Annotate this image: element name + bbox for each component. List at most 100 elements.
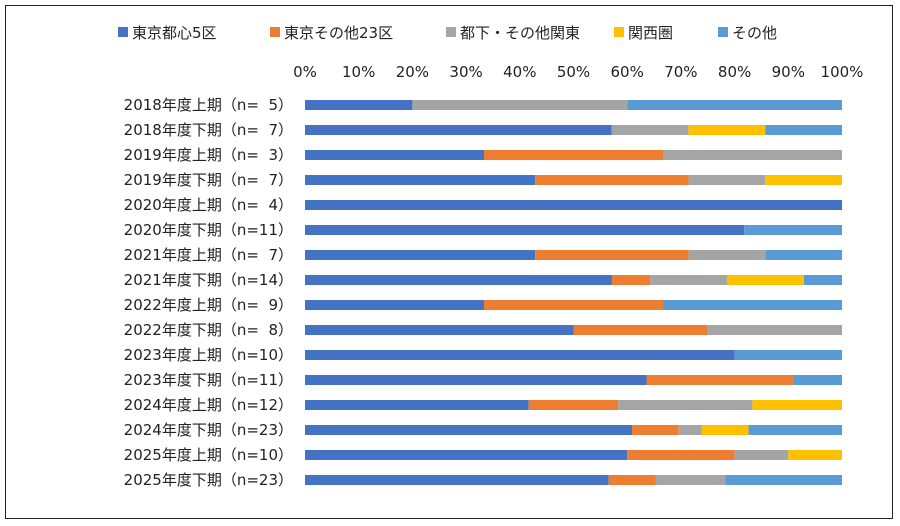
bar-segment	[688, 125, 766, 135]
bar-segment	[793, 375, 842, 385]
bar-segment	[788, 450, 842, 460]
bar-segment	[305, 325, 574, 335]
bar-segment	[748, 425, 842, 435]
bar-segment	[726, 275, 804, 285]
bar-segment	[305, 225, 745, 235]
bar-segment	[535, 175, 689, 185]
bar-segment	[305, 175, 536, 185]
x-tick-label: 90%	[772, 63, 805, 81]
x-axis-ticks: 0% 10% 20% 30% 40% 50% 60% 70% 80% 90% 100%	[293, 63, 863, 81]
bar-segment	[412, 100, 628, 110]
x-tick-label: 10%	[342, 63, 375, 81]
bar-segment	[305, 200, 842, 210]
bar-segment	[484, 300, 663, 310]
bar-segment	[611, 125, 689, 135]
bar-segment	[305, 425, 633, 435]
legend-swatch	[118, 27, 128, 37]
bar-segment	[627, 450, 735, 460]
legend-label: 東京都心5区	[132, 24, 217, 42]
x-tick-label: 20%	[396, 63, 429, 81]
category-label: 2024年度上期（n=12）	[124, 396, 293, 414]
category-label: 2019年度上期（n= 3）	[124, 146, 293, 164]
x-tick-label: 40%	[503, 63, 536, 81]
x-tick-label: 0%	[293, 63, 317, 81]
bar-segment	[305, 450, 628, 460]
legend-swatch	[446, 27, 456, 37]
bar-segment	[484, 150, 663, 160]
legend-item: 関西圏	[614, 24, 673, 42]
legend-swatch	[270, 27, 280, 37]
bar-segment	[305, 275, 612, 285]
bar-segment	[618, 400, 753, 410]
legend-item: 東京その他23区	[270, 24, 393, 42]
legend-label: 東京その他23区	[284, 24, 393, 42]
bar-segment	[678, 425, 702, 435]
legend-label: その他	[732, 24, 777, 42]
bar-segment	[752, 400, 842, 410]
bar-segment	[305, 125, 612, 135]
bar-segment	[305, 475, 609, 485]
bar-segment	[765, 175, 842, 185]
bar-segment	[632, 425, 679, 435]
bar-segment	[765, 125, 842, 135]
bar-segment	[305, 300, 484, 310]
bar-segment	[528, 400, 619, 410]
bar-segment	[305, 250, 536, 260]
bar-segment	[305, 400, 529, 410]
bar-segment	[701, 425, 749, 435]
bar-segment	[663, 150, 842, 160]
legend-label: 都下・その他関東	[460, 24, 580, 42]
category-label: 2018年度下期（n= 7）	[124, 121, 293, 139]
category-label: 2021年度下期（n=14）	[124, 271, 293, 289]
bar-segment	[744, 225, 842, 235]
x-tick-label: 70%	[664, 63, 697, 81]
bar-segment	[646, 375, 794, 385]
legend-item: 東京都心5区	[118, 24, 217, 42]
bar-segment	[734, 350, 842, 360]
legend: 東京都心5区 東京その他23区 都下・その他関東 関西圏 その他	[118, 24, 777, 42]
bar-segment	[707, 325, 842, 335]
bars	[305, 100, 842, 485]
bar-segment	[305, 150, 484, 160]
category-label: 2020年度上期（n= 4）	[124, 196, 293, 214]
bar-segment	[655, 475, 726, 485]
x-tick-label: 30%	[449, 63, 482, 81]
legend-item: 都下・その他関東	[446, 24, 580, 42]
bar-segment	[765, 250, 842, 260]
category-label: 2025年度下期（n=23）	[124, 471, 293, 489]
category-label: 2025年度上期（n=10）	[124, 446, 293, 464]
x-tick-label: 80%	[718, 63, 751, 81]
x-tick-label: 60%	[611, 63, 644, 81]
x-tick-label: 50%	[557, 63, 590, 81]
category-label: 2023年度下期（n=11）	[124, 371, 293, 389]
bar-segment	[573, 325, 708, 335]
bar-segment	[688, 175, 766, 185]
bar-segment	[535, 250, 689, 260]
bar-segment	[611, 275, 651, 285]
category-labels: 2018年度上期（n= 5） 2018年度下期（n= 7） 2019年度上期（n= …	[124, 96, 293, 489]
category-label: 2019年度下期（n= 7）	[124, 171, 293, 189]
bar-segment	[663, 300, 842, 310]
category-label: 2020年度下期（n=11）	[124, 221, 293, 239]
bar-segment	[688, 250, 766, 260]
category-label: 2022年度下期（n= 8）	[124, 321, 293, 339]
category-label: 2024年度下期（n=23）	[124, 421, 293, 439]
legend-swatch	[718, 27, 728, 37]
bar-segment	[608, 475, 656, 485]
legend-swatch	[614, 27, 624, 37]
bar-segment	[305, 375, 647, 385]
category-label: 2022年度上期（n= 9）	[124, 296, 293, 314]
bar-segment	[803, 275, 842, 285]
bar-segment	[627, 100, 842, 110]
category-label: 2018年度上期（n= 5）	[124, 96, 293, 114]
bar-segment	[734, 450, 789, 460]
category-label: 2021年度上期（n= 7）	[124, 246, 293, 264]
category-label: 2023年度上期（n=10）	[124, 346, 293, 364]
bar-segment	[305, 350, 735, 360]
bar-segment	[305, 100, 413, 110]
x-tick-label: 100%	[821, 63, 864, 81]
bar-segment	[650, 275, 727, 285]
legend-item: その他	[718, 24, 777, 42]
bar-segment	[725, 475, 842, 485]
